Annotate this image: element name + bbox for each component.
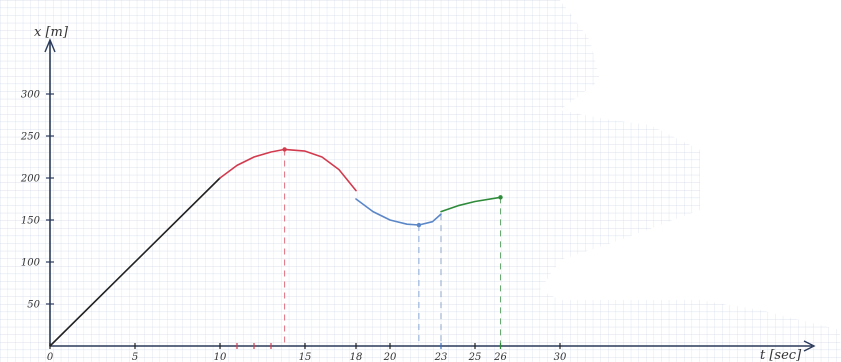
axes bbox=[44, 38, 816, 352]
y-tick-label: 100 bbox=[21, 258, 41, 269]
series-line bbox=[440, 196, 502, 213]
x-tick-label: 10 bbox=[214, 352, 227, 362]
x-tick-label: 23 bbox=[434, 352, 448, 362]
x-axis-label: t [sec] bbox=[760, 348, 802, 362]
x-tick-label: 5 bbox=[132, 352, 138, 362]
y-tick-label: 300 bbox=[21, 90, 41, 101]
x-tick-label: 25 bbox=[468, 352, 482, 362]
data-point bbox=[416, 222, 422, 228]
y-tick-label: 150 bbox=[21, 216, 41, 227]
data-point bbox=[498, 195, 503, 200]
x-tick-label: 26 bbox=[493, 352, 507, 362]
tick-group: 0 5 10 15 18 20 23 25 26 30 50 100 150 200 250 300 bbox=[20, 90, 567, 362]
x-tick-label: 0 bbox=[47, 352, 54, 362]
y-tick-label: 50 bbox=[27, 300, 40, 311]
y-axis-arrow bbox=[44, 38, 56, 53]
series-line bbox=[355, 198, 442, 226]
guide-lines bbox=[284, 149, 501, 346]
x-axis-arrow bbox=[803, 340, 816, 352]
x-tick-label: 18 bbox=[350, 352, 363, 362]
x-tick-label: 30 bbox=[554, 352, 567, 362]
x-tick-label: 20 bbox=[383, 352, 397, 362]
x-tick-label: 15 bbox=[299, 352, 312, 362]
y-tick-label: 250 bbox=[20, 132, 41, 143]
marker-group bbox=[282, 147, 503, 228]
y-axis-label: x [m] bbox=[34, 25, 69, 40]
series-line bbox=[49, 177, 221, 347]
data-point bbox=[282, 147, 287, 152]
y-tick-label: 200 bbox=[20, 174, 41, 185]
